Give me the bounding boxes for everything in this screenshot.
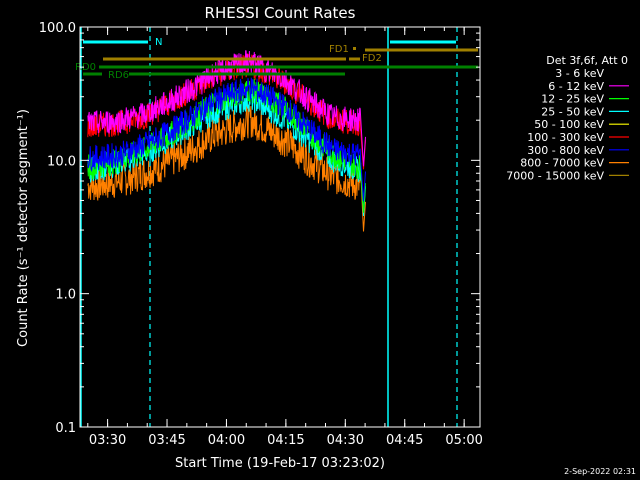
legend-label: 12 - 25 keV	[541, 93, 604, 106]
attenuator-annotations: N FD1 FD2 RD0 RD6	[75, 37, 478, 81]
x-tick-label: 03:45	[148, 433, 185, 448]
series-traces	[87, 28, 366, 232]
fd2-label: FD2	[362, 53, 382, 64]
y-tick-label: 10.0	[47, 154, 76, 169]
x-tick-label: 03:30	[89, 433, 126, 448]
x-tick-label: 04:45	[386, 433, 423, 448]
legend-label: 6 - 12 keV	[548, 80, 604, 93]
y-axis-label: Count Rate (s⁻¹ detector segment⁻¹)	[16, 109, 31, 347]
y-tick-label: 1.0	[55, 288, 76, 303]
x-tick-label: 04:00	[208, 433, 245, 448]
series-line-300-800-kev	[87, 77, 366, 202]
legend-label: 100 - 300 keV	[527, 131, 604, 144]
legend-label: 50 - 100 keV	[534, 118, 604, 131]
n-label: N	[155, 37, 162, 48]
rd6-label: RD6	[108, 70, 129, 81]
fd1-label: FD1	[329, 44, 349, 55]
legend-label: 7000 - 15000 keV	[506, 169, 604, 182]
legend-label: 800 - 7000 keV	[520, 157, 604, 170]
series-line-3-6-kev	[87, 28, 366, 140]
plot-frame	[79, 26, 481, 428]
legend-label: 3 - 6 keV	[555, 67, 604, 80]
series-line-6-12-kev	[87, 49, 366, 167]
chart-title: RHESSI Count Rates	[205, 4, 356, 22]
y-tick-label: 0.1	[55, 421, 76, 436]
legend-title: Det 3f,6f, Att 0	[546, 54, 628, 67]
rd0-label: RD0	[75, 62, 96, 73]
axes: 03:30 03:45 04:00 04:15 04:30 04:45 05:00 0.1 1.…	[39, 21, 483, 448]
observation-markers	[80, 27, 458, 427]
x-tick-label: 04:30	[327, 433, 364, 448]
footer-timestamp: 2-Sep-2022 02:31	[564, 467, 636, 476]
y-tick-label: 100.0	[39, 21, 76, 36]
x-tick-label: 05:00	[445, 433, 482, 448]
x-axis-label: Start Time (19-Feb-17 03:23:02)	[175, 456, 385, 471]
x-tick-label: 04:15	[267, 433, 304, 448]
legend-label: 300 - 800 keV	[527, 144, 604, 157]
legend-label: 25 - 50 keV	[541, 105, 604, 118]
fd1-marker	[353, 47, 356, 50]
